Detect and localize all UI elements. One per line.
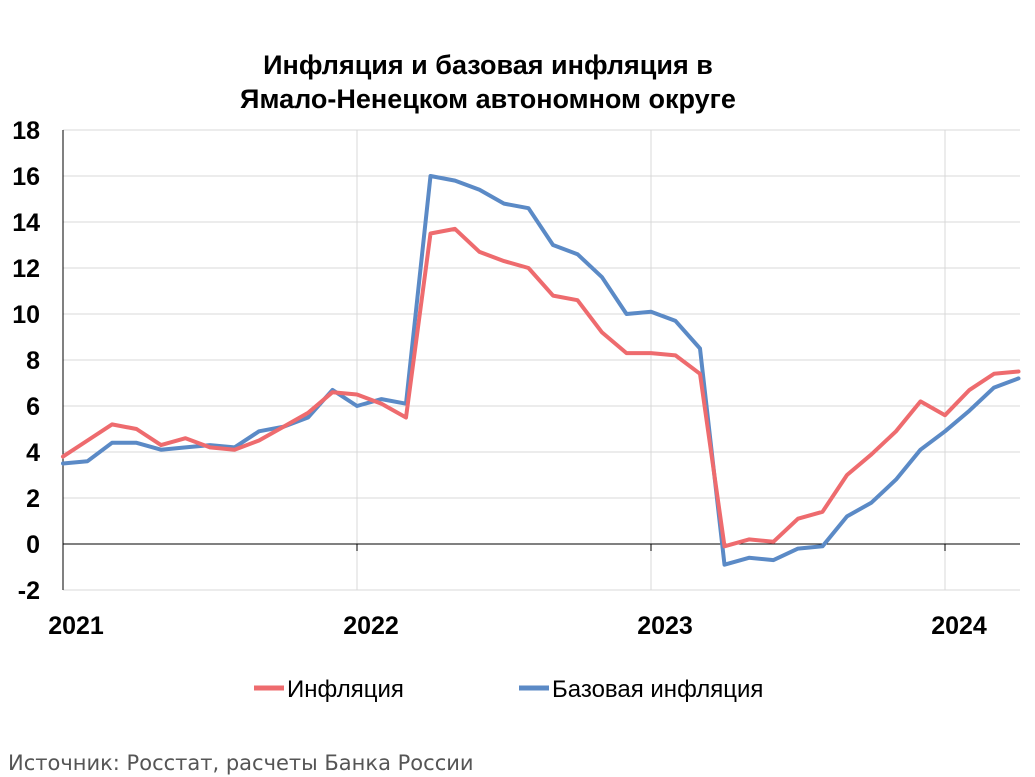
source-note: Источник: Росстат, расчеты Банка России [8,751,474,775]
y-tick-label: 6 [26,393,40,421]
legend-label-1: Базовая инфляция [552,676,763,703]
series-line-0 [61,226,1021,549]
x-tick-label: 2022 [343,612,399,640]
grid [63,129,1020,591]
y-tick-label: 4 [26,439,40,467]
axes [62,130,1020,590]
legend: Инфляция Базовая инфляция [254,676,763,703]
legend-label-0: Инфляция [287,676,404,703]
y-tick-label: 10 [12,301,40,329]
chart-title-line-2: Ямало-Ненецком автономном округе [240,84,736,114]
y-tick-label: 2 [26,485,40,513]
series-line-1 [61,174,1021,567]
y-tick-label: -2 [18,577,40,605]
x-tick-label: 2021 [48,612,104,640]
x-tick-label: 2024 [931,612,987,640]
y-tick-label: 14 [12,209,40,237]
x-tick-label: 2023 [637,612,693,640]
series-lines [61,174,1021,567]
y-tick-label: 0 [26,531,40,559]
y-tick-label: 16 [12,163,40,191]
y-tick-label: 12 [12,255,40,283]
y-axis-ticks: 18 16 14 12 10 8 6 4 2 0 -2 [12,117,40,605]
x-axis-ticks: 2021 2022 2023 2024 [48,612,987,640]
y-tick-label: 18 [12,117,40,145]
y-tick-label: 8 [26,347,40,375]
chart-title-line-1: Инфляция и базовая инфляция в [263,50,713,80]
